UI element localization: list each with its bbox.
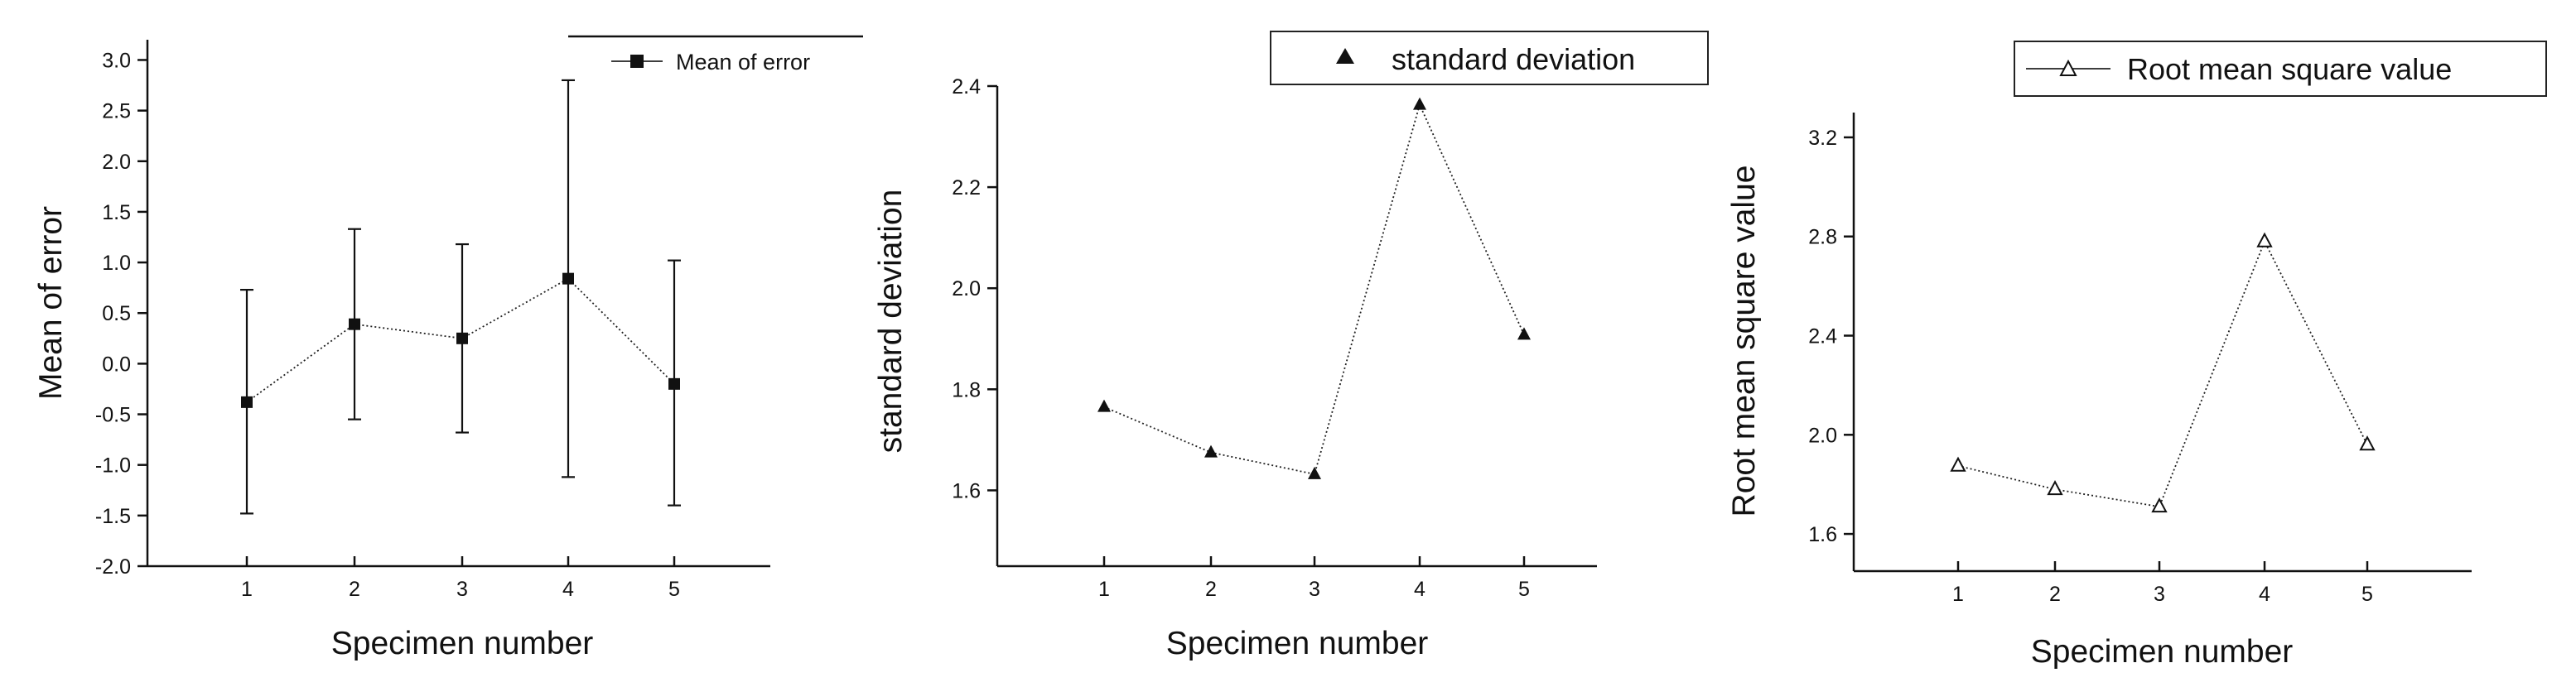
y-tick-label: -2.0 xyxy=(95,555,131,579)
x-axis-title: Specimen number xyxy=(331,626,594,661)
data-point xyxy=(562,272,574,285)
x-tick-label: 3 xyxy=(2154,583,2165,606)
y-tick-label: 0.0 xyxy=(102,353,131,376)
y-tick-label: 1.5 xyxy=(102,201,131,224)
x-ticks: 1 2 3 4 5 xyxy=(241,556,680,601)
y-ticks: -2.0 -1.5 -1.0 -0.5 0.0 0.5 1.0 1.5 2.0 2.5 3.0 xyxy=(95,49,147,579)
data-point xyxy=(349,318,360,330)
y-tick-label: 1.8 xyxy=(952,378,981,401)
legend: Root mean square value xyxy=(2026,52,2452,86)
x-tick-label: 4 xyxy=(562,578,574,601)
x-tick-label: 2 xyxy=(1205,578,1217,601)
x-tick-label: 3 xyxy=(456,578,468,601)
x-tick-label: 1 xyxy=(241,578,253,601)
data-point xyxy=(2256,232,2273,247)
y-ticks: 1.6 2.0 2.4 2.8 3.2 xyxy=(1808,127,1854,546)
data-point xyxy=(1950,456,1966,472)
data-point xyxy=(2359,435,2376,451)
y-tick-label: 2.4 xyxy=(1808,325,1837,348)
x-tick-label: 5 xyxy=(1518,578,1530,601)
legend-marker xyxy=(630,55,644,68)
y-tick-label: 1.0 xyxy=(102,252,131,275)
y-tick-label: 3.0 xyxy=(102,49,131,72)
data-point xyxy=(1413,97,1426,110)
legend-label: Mean of error xyxy=(676,50,810,74)
legend: Mean of error xyxy=(611,50,810,74)
data-point xyxy=(2047,480,2063,496)
y-axis-title: Mean of error xyxy=(33,206,69,400)
panel-mean-of-error: -2.0 -1.5 -1.0 -0.5 0.0 0.5 1.0 1.5 2.0 2.5 3.0 1 2… xyxy=(33,35,863,661)
data-point xyxy=(456,332,468,344)
data-point xyxy=(241,396,253,408)
panel-standard-deviation: 1.6 1.8 2.0 2.2 2.4 1 2 3 4 5 Specimen number st… xyxy=(873,31,1709,661)
x-tick-label: 5 xyxy=(668,578,680,601)
y-tick-label: 2.0 xyxy=(952,277,981,300)
series-layer xyxy=(1950,232,2376,513)
x-tick-label: 1 xyxy=(1098,578,1110,601)
data-point xyxy=(668,377,680,390)
y-ticks: 1.6 1.8 2.0 2.2 2.4 xyxy=(952,75,997,502)
panel-root-mean-square-value: 1.6 2.0 2.4 2.8 3.2 1 2 3 4 5 Specimen number Ro… xyxy=(1726,41,2547,670)
y-tick-label: -0.5 xyxy=(95,404,131,427)
x-axis-title: Specimen number xyxy=(2031,634,2294,670)
x-tick-label: 5 xyxy=(2361,583,2373,606)
x-tick-label: 4 xyxy=(1414,578,1425,601)
x-tick-label: 1 xyxy=(1952,583,1964,606)
data-point xyxy=(1308,466,1321,479)
legend-marker xyxy=(2059,59,2077,76)
y-tick-label: 1.6 xyxy=(1808,523,1837,546)
x-tick-label: 4 xyxy=(2259,583,2270,606)
y-tick-label: 1.6 xyxy=(952,479,981,502)
y-tick-label: -1.5 xyxy=(95,505,131,528)
legend-marker xyxy=(1336,48,1354,64)
y-tick-label: 2.0 xyxy=(1808,424,1837,447)
data-point xyxy=(1097,399,1111,412)
y-tick-label: 0.5 xyxy=(102,302,131,325)
y-axis-title: standard deviation xyxy=(873,190,909,454)
x-tick-label: 3 xyxy=(1309,578,1320,601)
y-tick-label: -1.0 xyxy=(95,454,131,478)
series-layer xyxy=(240,79,681,515)
y-tick-label: 2.2 xyxy=(952,176,981,199)
data-point xyxy=(1517,327,1531,340)
y-tick-label: 2.4 xyxy=(952,75,981,98)
series-line xyxy=(1957,239,2368,508)
y-axis-title: Root mean square value xyxy=(1726,166,1762,517)
legend-label: standard deviation xyxy=(1392,42,1635,76)
series-layer xyxy=(1097,97,1531,479)
series-line xyxy=(1103,102,1525,475)
y-tick-label: 2.0 xyxy=(102,151,131,174)
data-point xyxy=(2151,497,2168,513)
data-point xyxy=(1204,444,1218,458)
y-tick-label: 3.2 xyxy=(1808,127,1837,150)
legend: standard deviation xyxy=(1336,42,1635,76)
x-axis-title: Specimen number xyxy=(1166,626,1429,661)
legend-label: Root mean square value xyxy=(2127,52,2452,86)
y-tick-label: 2.8 xyxy=(1808,226,1837,249)
x-tick-label: 2 xyxy=(2049,583,2061,606)
x-ticks: 1 2 3 4 5 xyxy=(1098,556,1530,601)
y-tick-label: 2.5 xyxy=(102,100,131,123)
x-ticks: 1 2 3 4 5 xyxy=(1952,561,2373,606)
x-tick-label: 2 xyxy=(349,578,360,601)
